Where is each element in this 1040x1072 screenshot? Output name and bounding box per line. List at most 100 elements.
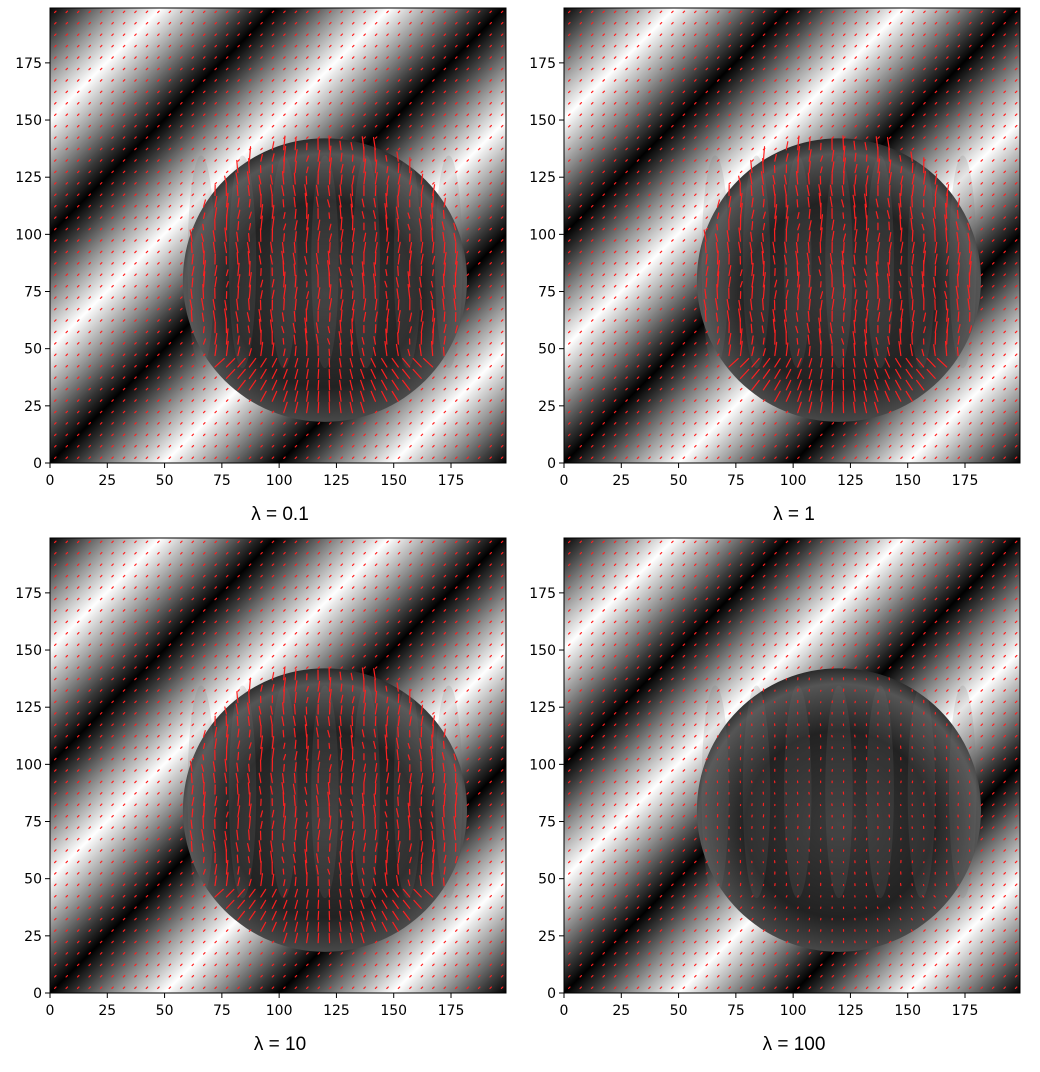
vector-arrow [99,963,103,967]
vector-arrow [283,67,286,71]
vector-arrow [65,193,69,197]
vector-arrow [157,387,160,391]
vector-arrow [705,410,709,414]
vector-arrow [317,298,321,311]
vector-arrow [432,609,435,612]
vector-arrow [76,700,80,704]
vector-arrow [921,271,925,288]
vector-arrow [386,241,390,254]
vector-arrow [1014,124,1018,128]
vector-arrow [865,21,869,25]
vector-arrow [111,757,114,761]
vector-arrow [269,184,273,197]
vector-arrow [111,666,114,669]
vector-arrow [863,390,868,402]
vector-arrow [409,136,412,139]
vector-arrow [202,101,206,105]
vector-arrow [99,563,103,567]
vector-arrow [168,456,172,460]
vector-arrow [454,540,458,544]
vector-arrow [818,317,822,334]
vector-arrow [980,319,984,322]
vector-arrow [134,284,137,288]
vector-arrow [157,376,160,380]
vector-arrow [111,860,114,864]
vector-arrow [466,563,470,567]
vector-arrow [88,540,91,544]
vector-arrow [407,879,411,887]
vector-arrow [980,433,984,437]
vector-arrow [1003,113,1006,117]
vector-arrow [590,10,594,14]
vector-arrow [315,184,319,197]
vector-arrow [648,124,651,128]
vector-arrow [864,268,868,277]
vector-arrow [402,910,411,921]
vector-arrow [797,124,800,128]
vector-arrow [957,456,961,460]
vector-arrow [934,456,938,460]
vector-arrow [157,906,160,910]
vector-arrow [420,540,424,544]
vector-arrow [260,357,267,368]
vector-arrow [454,444,458,448]
vector-arrow [327,868,331,875]
vector-arrow [1014,307,1018,311]
vector-arrow [214,643,218,647]
vector-arrow [237,433,240,437]
vector-arrow [374,67,378,71]
vector-arrow [145,90,149,94]
vector-arrow [65,262,69,265]
vector-arrow [489,307,492,311]
vector-arrow [306,56,309,59]
vector-arrow [911,422,915,425]
vector-arrow [134,319,137,322]
vector-arrow [191,746,195,749]
vector-arrow [283,631,286,635]
vector-arrow [659,147,663,151]
vector-arrow [602,444,605,448]
vector-arrow [53,860,57,864]
vector-arrow [831,44,835,48]
vector-arrow [412,368,422,380]
vector-arrow [420,666,424,669]
vector-arrow [820,56,823,59]
vector-arrow [454,216,458,219]
vector-arrow [443,842,446,852]
vector-arrow [134,734,137,738]
vector-arrow [351,101,355,105]
vector-arrow [202,952,206,955]
vector-arrow [122,319,126,322]
vector-arrow [191,643,195,647]
vector-arrow [65,159,69,162]
vector-arrow [420,90,424,94]
vector-arrow [887,262,890,277]
circle-band [866,155,894,369]
vector-arrow [361,803,365,818]
vector-arrow [214,21,218,25]
vector-arrow [99,872,103,875]
vector-arrow [579,44,583,48]
vector-arrow [349,368,354,380]
vector-arrow [397,21,401,25]
vector-arrow [65,780,69,784]
vector-arrow [260,820,263,829]
vector-arrow [99,814,103,818]
vector-arrow [214,207,218,219]
vector-arrow [237,609,240,612]
vector-arrow [466,170,470,174]
vector-arrow [122,21,126,25]
vector-arrow [99,204,103,208]
vector-arrow [283,211,286,219]
vector-arrow [191,101,195,105]
vector-arrow [157,963,160,967]
vector-arrow [122,444,126,448]
vector-arrow [260,124,263,128]
vector-arrow [191,399,195,402]
vector-arrow [374,44,378,48]
vector-arrow [180,837,183,841]
vector-arrow [283,609,286,612]
vector-arrow [500,654,504,658]
vector-arrow [397,124,401,128]
vector-arrow [386,974,389,978]
